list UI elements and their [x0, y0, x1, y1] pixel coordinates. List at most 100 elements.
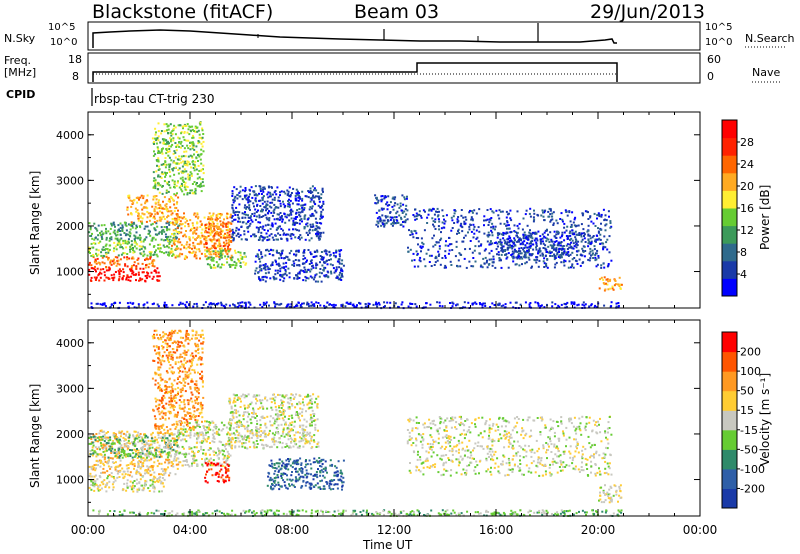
heatmap-cell	[450, 216, 453, 219]
heatmap-cell	[303, 227, 306, 230]
heatmap-cell	[124, 455, 127, 458]
heatmap-cell	[613, 284, 616, 287]
heatmap-cell	[92, 444, 95, 447]
heatmap-cell	[502, 237, 505, 240]
heatmap-cell	[156, 225, 159, 228]
heatmap-cell	[141, 446, 144, 449]
heatmap-cell	[209, 248, 212, 250]
heatmap-cell	[180, 391, 183, 394]
heatmap-cell	[218, 247, 221, 250]
heatmap-cell	[154, 233, 157, 236]
heatmap-cell	[278, 218, 281, 221]
heatmap-cell	[243, 213, 246, 216]
heatmap-cell	[225, 225, 228, 228]
heatmap-cell	[119, 450, 122, 453]
heatmap-cell	[303, 249, 306, 251]
heatmap-cell	[146, 455, 149, 458]
heatmap-cell	[311, 229, 314, 232]
heatmap-cell	[156, 219, 159, 222]
heatmap-cell	[377, 225, 379, 228]
heatmap-cell	[105, 437, 108, 440]
heatmap-cell	[98, 273, 101, 276]
heatmap-cell	[136, 196, 139, 199]
heatmap-cell	[520, 252, 523, 255]
heatmap-cell	[499, 238, 502, 241]
heatmap-cell	[174, 194, 177, 197]
heatmap-cell	[185, 230, 187, 232]
heatmap-cell	[491, 210, 494, 213]
heatmap-cell	[216, 239, 219, 242]
heatmap-cell	[122, 239, 125, 242]
heatmap-cell	[419, 260, 422, 263]
heatmap-cell	[524, 234, 527, 237]
heatmap-cell	[174, 142, 177, 144]
heatmap-cell	[248, 224, 251, 227]
cpid-text: rbsp-tau CT-trig 230	[94, 92, 215, 106]
heatmap-cell	[173, 433, 176, 436]
heatmap-cell	[214, 266, 217, 269]
heatmap-cell	[175, 341, 177, 344]
heatmap-cell	[186, 193, 189, 196]
heatmap-cell	[178, 167, 181, 170]
heatmap-cell	[475, 237, 478, 240]
heatmap-cell	[604, 224, 607, 227]
heatmap-cell	[179, 220, 182, 223]
heatmap-cell	[298, 272, 301, 275]
heatmap-cell	[427, 213, 430, 216]
heatmap-cell	[97, 486, 100, 489]
heatmap-cell	[499, 222, 502, 225]
heatmap-cell	[486, 209, 489, 211]
heatmap-cell	[105, 255, 108, 258]
heatmap-cell	[96, 257, 99, 260]
heatmap-cell	[565, 244, 568, 247]
heatmap-cell	[283, 277, 286, 280]
heatmap-cell	[132, 271, 135, 274]
heatmap-cell	[110, 472, 113, 475]
heatmap-cell	[167, 251, 170, 254]
heatmap-cell	[332, 305, 335, 308]
heatmap-cell	[155, 195, 158, 197]
heatmap-cell	[294, 254, 297, 257]
heatmap-cell	[136, 226, 138, 229]
heatmap-cell	[356, 304, 358, 307]
heatmap-cell	[97, 234, 100, 237]
heatmap-cell	[170, 221, 172, 224]
heatmap-cell	[188, 125, 191, 128]
heatmap-cell	[139, 215, 142, 218]
heatmap-cell	[318, 231, 321, 234]
heatmap-cell	[492, 225, 495, 228]
heatmap-cell	[551, 301, 554, 304]
heatmap-cell	[603, 235, 606, 238]
heatmap-cell	[512, 242, 515, 245]
heatmap-cell	[154, 423, 157, 426]
heatmap-cell	[524, 301, 527, 304]
heatmap-cell	[549, 209, 552, 212]
heatmap-cell	[296, 190, 299, 193]
heatmap-cell	[307, 196, 310, 199]
heatmap-cell	[493, 304, 496, 306]
heatmap-cell	[215, 261, 218, 264]
heatmap-cell	[97, 274, 100, 277]
heatmap-cell	[268, 238, 271, 241]
heatmap-cell	[518, 264, 521, 267]
heatmap-cell	[163, 218, 166, 220]
heatmap-cell	[173, 124, 176, 127]
heatmap-cell	[207, 228, 210, 231]
heatmap-cell	[179, 301, 182, 304]
heatmap-cell	[125, 464, 128, 467]
heatmap-cell	[122, 488, 125, 491]
heatmap-cell	[95, 302, 98, 305]
heatmap-cell	[582, 228, 585, 231]
heatmap-cell	[156, 146, 159, 149]
heatmap-cell	[165, 207, 168, 210]
heatmap-cell	[154, 181, 157, 184]
heatmap-cell	[122, 448, 124, 451]
heatmap-cell	[456, 218, 459, 221]
heatmap-cell	[533, 239, 536, 242]
heatmap-cell	[279, 278, 282, 281]
heatmap-cell	[573, 233, 575, 236]
heatmap-cell	[319, 261, 321, 264]
heatmap-cell	[134, 207, 137, 210]
heatmap-cell	[580, 223, 583, 226]
